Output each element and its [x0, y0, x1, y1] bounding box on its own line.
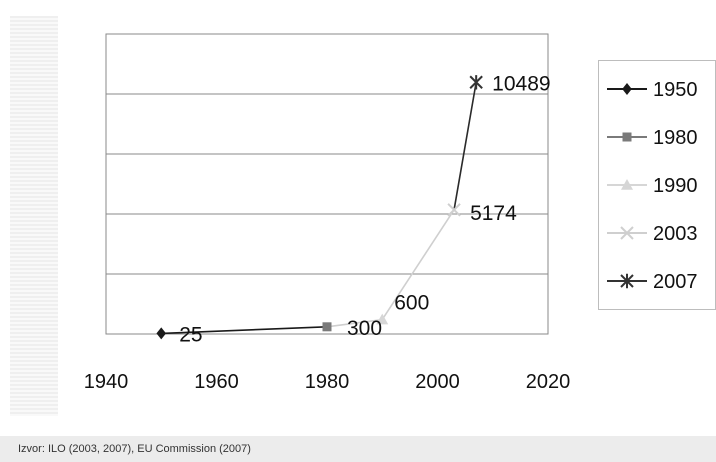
- legend-marker-2007: [620, 273, 634, 289]
- data-label-1990: 600: [394, 292, 429, 315]
- x-tick-label: 2020: [526, 371, 571, 393]
- series-markers: [156, 75, 483, 340]
- footer-bar: Izvor: ILO (2003, 2007), EU Commission (…: [0, 436, 716, 462]
- data-point-1980: [322, 322, 332, 332]
- series-line-segment: [326, 318, 383, 328]
- series-lines: [161, 82, 477, 335]
- x-tick-label: 1940: [84, 371, 129, 393]
- x-tick-label: 2000: [415, 371, 460, 393]
- legend-marker-2003: [620, 226, 634, 240]
- x-axis-ticks: 1940 1960 1980 2000 2020: [84, 371, 571, 393]
- series-line-segment: [161, 326, 328, 335]
- legend-marker-1990: [621, 179, 633, 190]
- source-note: Izvor: ILO (2003, 2007), EU Commission (…: [18, 443, 251, 455]
- legend-marker-1980: [622, 132, 632, 142]
- data-point-2007: [469, 75, 483, 90]
- data-label-1980: 300: [347, 317, 382, 340]
- data-label-1950: 25: [179, 323, 202, 346]
- x-tick-label: 1980: [305, 371, 350, 393]
- data-point-1950: [156, 327, 167, 340]
- series-line-segment: [453, 82, 477, 210]
- chart-legend: 1950 1980 1990 2003 2007: [598, 60, 716, 310]
- plot-area-frame: [105, 33, 549, 335]
- data-label-2007: 10489: [492, 72, 550, 95]
- line-chart: 1940 1960 1980 2000 2020 25 300 600 5174 10489: [84, 33, 571, 393]
- legend-label-1990: 1990: [653, 175, 698, 197]
- legend-label-2007: 2007: [653, 271, 698, 293]
- legend-label-1950: 1950: [653, 79, 698, 101]
- legend-label-2003: 2003: [653, 223, 698, 245]
- legend-label-1980: 1980: [653, 127, 698, 149]
- left-margin-stripe: [10, 16, 58, 416]
- data-point-1990: [376, 313, 389, 325]
- data-labels: 25 300 600 5174 10489: [179, 72, 550, 346]
- legend-entries: 1950 1980 1990 2003 2007: [607, 79, 698, 293]
- series-line-segment: [381, 209, 455, 321]
- data-label-2003: 5174: [470, 202, 517, 225]
- x-tick-label: 1960: [194, 371, 239, 393]
- data-point-2003: [447, 203, 461, 217]
- legend-marker-1950: [622, 83, 632, 95]
- gridlines: [106, 93, 548, 275]
